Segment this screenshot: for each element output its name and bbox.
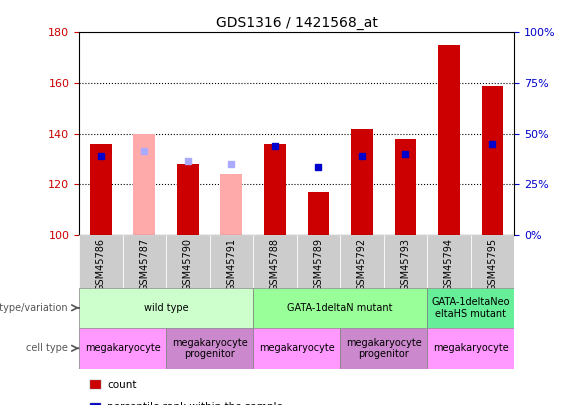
Text: megakaryocyte: megakaryocyte — [433, 343, 508, 353]
Bar — [297, 235, 340, 288]
Text: GSM45794: GSM45794 — [444, 237, 454, 290]
Bar — [340, 328, 427, 369]
Bar — [264, 144, 286, 235]
Text: GSM45791: GSM45791 — [227, 237, 236, 290]
Bar — [166, 235, 210, 288]
Bar — [427, 235, 471, 288]
Bar — [90, 144, 112, 235]
Bar — [166, 328, 253, 369]
Text: megakaryocyte: megakaryocyte — [85, 343, 160, 353]
Bar — [133, 134, 155, 235]
Text: GSM45787: GSM45787 — [140, 237, 149, 291]
Bar — [307, 192, 329, 235]
Text: GSM45786: GSM45786 — [96, 237, 106, 290]
Bar — [253, 288, 427, 328]
Bar — [79, 235, 123, 288]
Text: GATA-1deltaN mutant: GATA-1deltaN mutant — [288, 303, 393, 313]
Text: GSM45788: GSM45788 — [270, 237, 280, 290]
Bar — [79, 288, 253, 328]
Bar — [384, 235, 427, 288]
Bar — [340, 235, 384, 288]
Text: megakaryocyte
progenitor: megakaryocyte progenitor — [172, 337, 247, 359]
Bar — [253, 235, 297, 288]
Title: GDS1316 / 1421568_at: GDS1316 / 1421568_at — [216, 16, 377, 30]
Text: GSM45790: GSM45790 — [183, 237, 193, 290]
Text: percentile rank within the sample: percentile rank within the sample — [107, 402, 283, 405]
Bar — [79, 328, 166, 369]
Text: genotype/variation: genotype/variation — [0, 303, 68, 313]
Bar — [177, 164, 199, 235]
Text: GSM45793: GSM45793 — [401, 237, 410, 290]
Text: GSM45792: GSM45792 — [357, 237, 367, 291]
Bar — [438, 45, 460, 235]
Bar — [427, 328, 514, 369]
Text: megakaryocyte
progenitor: megakaryocyte progenitor — [346, 337, 421, 359]
Bar — [471, 235, 514, 288]
Bar — [481, 85, 503, 235]
Text: GSM45789: GSM45789 — [314, 237, 323, 290]
Text: GATA-1deltaNeo
eltaHS mutant: GATA-1deltaNeo eltaHS mutant — [432, 297, 510, 319]
Text: cell type: cell type — [26, 343, 68, 353]
Text: wild type: wild type — [144, 303, 188, 313]
Bar — [123, 235, 166, 288]
Text: GSM45795: GSM45795 — [488, 237, 497, 291]
Text: count: count — [107, 380, 137, 390]
Bar — [394, 139, 416, 235]
Bar — [210, 235, 253, 288]
Bar — [351, 129, 373, 235]
Text: megakaryocyte: megakaryocyte — [259, 343, 334, 353]
Bar — [220, 174, 242, 235]
Bar — [253, 328, 340, 369]
Bar — [427, 288, 514, 328]
